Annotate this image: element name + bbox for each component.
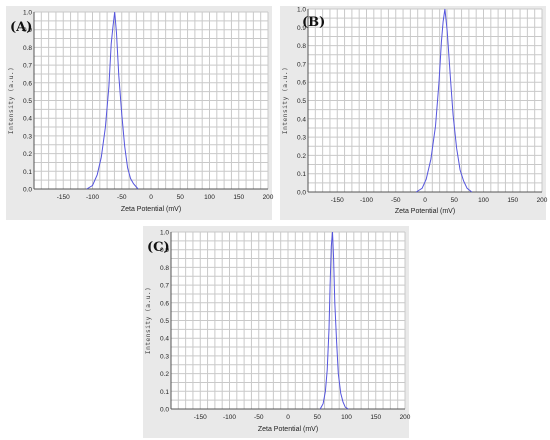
x-tick-label: -150 [57,194,70,201]
x-tick-label: 200 [537,197,548,204]
y-tick-label: 1.0 [297,7,306,14]
x-tick-label: -100 [223,414,236,421]
y-tick-label: 0.9 [297,25,306,32]
x-tick-label: 50 [314,414,322,421]
y-tick-label: 0.4 [297,116,306,123]
y-tick-label: 0.5 [297,98,306,105]
chart-svg-a: -150 -100 -50 0 50 100 150 200 0.0 0.1 0.2 0.3 0.4 0.… [7,10,274,214]
y-tick-label: 0.1 [160,389,169,396]
y-tick-label: 0.9 [160,247,169,254]
y-tick-label: 0.0 [160,407,169,414]
y-tick-label: 0.0 [23,187,32,194]
y-tick-label: 0.8 [160,265,169,272]
x-tick-label: 50 [177,194,185,201]
chart-panel-b: -150 -100 -50 0 50 100 150 200 0.0 0.1 0.2 0.3 0.4 0.… [280,6,548,220]
y-tick-label: 0.9 [23,27,32,34]
x-tick-label: 0 [149,194,153,201]
y-tick-label: 0.5 [23,98,32,105]
y-tick-label: 0.6 [297,80,306,87]
y-tick-label: 0.4 [23,116,32,123]
y-axis-label-a: Intensity (a.u.) [7,67,15,134]
y-tick-label: 0.7 [23,63,32,70]
x-tick-label: -150 [194,414,207,421]
x-tick-label: 150 [370,414,381,421]
chart-svg-c: -150 -100 -50 0 50 100 150 200 0.0 0.1 0.2 0.3 0.4 0.… [144,230,411,434]
x-tick-label: -150 [331,197,344,204]
y-tick-label: 0.6 [160,300,169,307]
y-tick-label: 0.2 [297,153,306,160]
x-axis-label-c: Zeta Potential (mV) [258,426,318,433]
panel-label-b: (B) [302,15,325,30]
y-tick-label: 0.8 [297,43,306,50]
x-tick-label: -50 [391,197,401,204]
x-tick-label: 0 [423,197,427,204]
y-tick-label: 0.0 [297,190,306,197]
y-axis-label-c: Intensity (a.u.) [144,287,152,354]
x-tick-label: 150 [233,194,244,201]
x-tick-label: 0 [286,414,290,421]
grid-c [170,231,406,410]
y-tick-label: 0.2 [23,151,32,158]
y-tick-label: 0.1 [23,169,32,176]
y-tick-label: 0.7 [297,61,306,68]
y-axis-label-b: Intensity (a.u.) [281,67,289,134]
y-tick-label: 0.3 [23,133,32,140]
chart-panel-c: -150 -100 -50 0 50 100 150 200 0.0 0.1 0.2 0.3 0.4 0.… [143,226,411,438]
panel-label-c: (C) [147,240,170,255]
panel-label-a: (A) [10,20,32,35]
series-line-c [319,231,349,410]
x-tick-label: 100 [478,197,489,204]
grid-b [307,8,543,193]
x-tick-label: -50 [254,414,264,421]
y-tick-label: 0.5 [160,318,169,325]
y-tick-label: 0.2 [160,371,169,378]
chart-panel-a: -150 -100 -50 0 50 100 150 200 0.0 0.1 0.2 0.3 0.4 0.… [6,6,274,220]
x-tick-label: 200 [400,414,411,421]
chart-svg-b: -150 -100 -50 0 50 100 150 200 0.0 0.1 0.2 0.3 0.4 0.… [281,7,548,216]
x-axis-label-a: Zeta Potential (mV) [121,206,181,213]
y-tick-label: 1.0 [160,230,169,237]
x-tick-label: 50 [451,197,459,204]
x-tick-label: 100 [204,194,215,201]
x-tick-label: 200 [263,194,274,201]
grid-a [33,11,269,190]
y-tick-label: 0.6 [23,80,32,87]
x-tick-label: -100 [86,194,99,201]
y-tick-label: 0.1 [297,171,306,178]
x-tick-label: -50 [117,194,127,201]
series-line-a [86,11,139,190]
y-tick-label: 1.0 [23,10,32,17]
series-line-b [415,8,473,193]
y-tick-label: 0.8 [23,45,32,52]
y-tick-label: 0.4 [160,336,169,343]
x-tick-label: 150 [507,197,518,204]
x-tick-label: -100 [360,197,373,204]
y-tick-label: 0.3 [160,353,169,360]
x-tick-label: 100 [341,414,352,421]
y-tick-label: 0.7 [160,283,169,290]
y-tick-label: 0.3 [297,135,306,142]
x-axis-label-b: Zeta Potential (mV) [395,208,455,215]
